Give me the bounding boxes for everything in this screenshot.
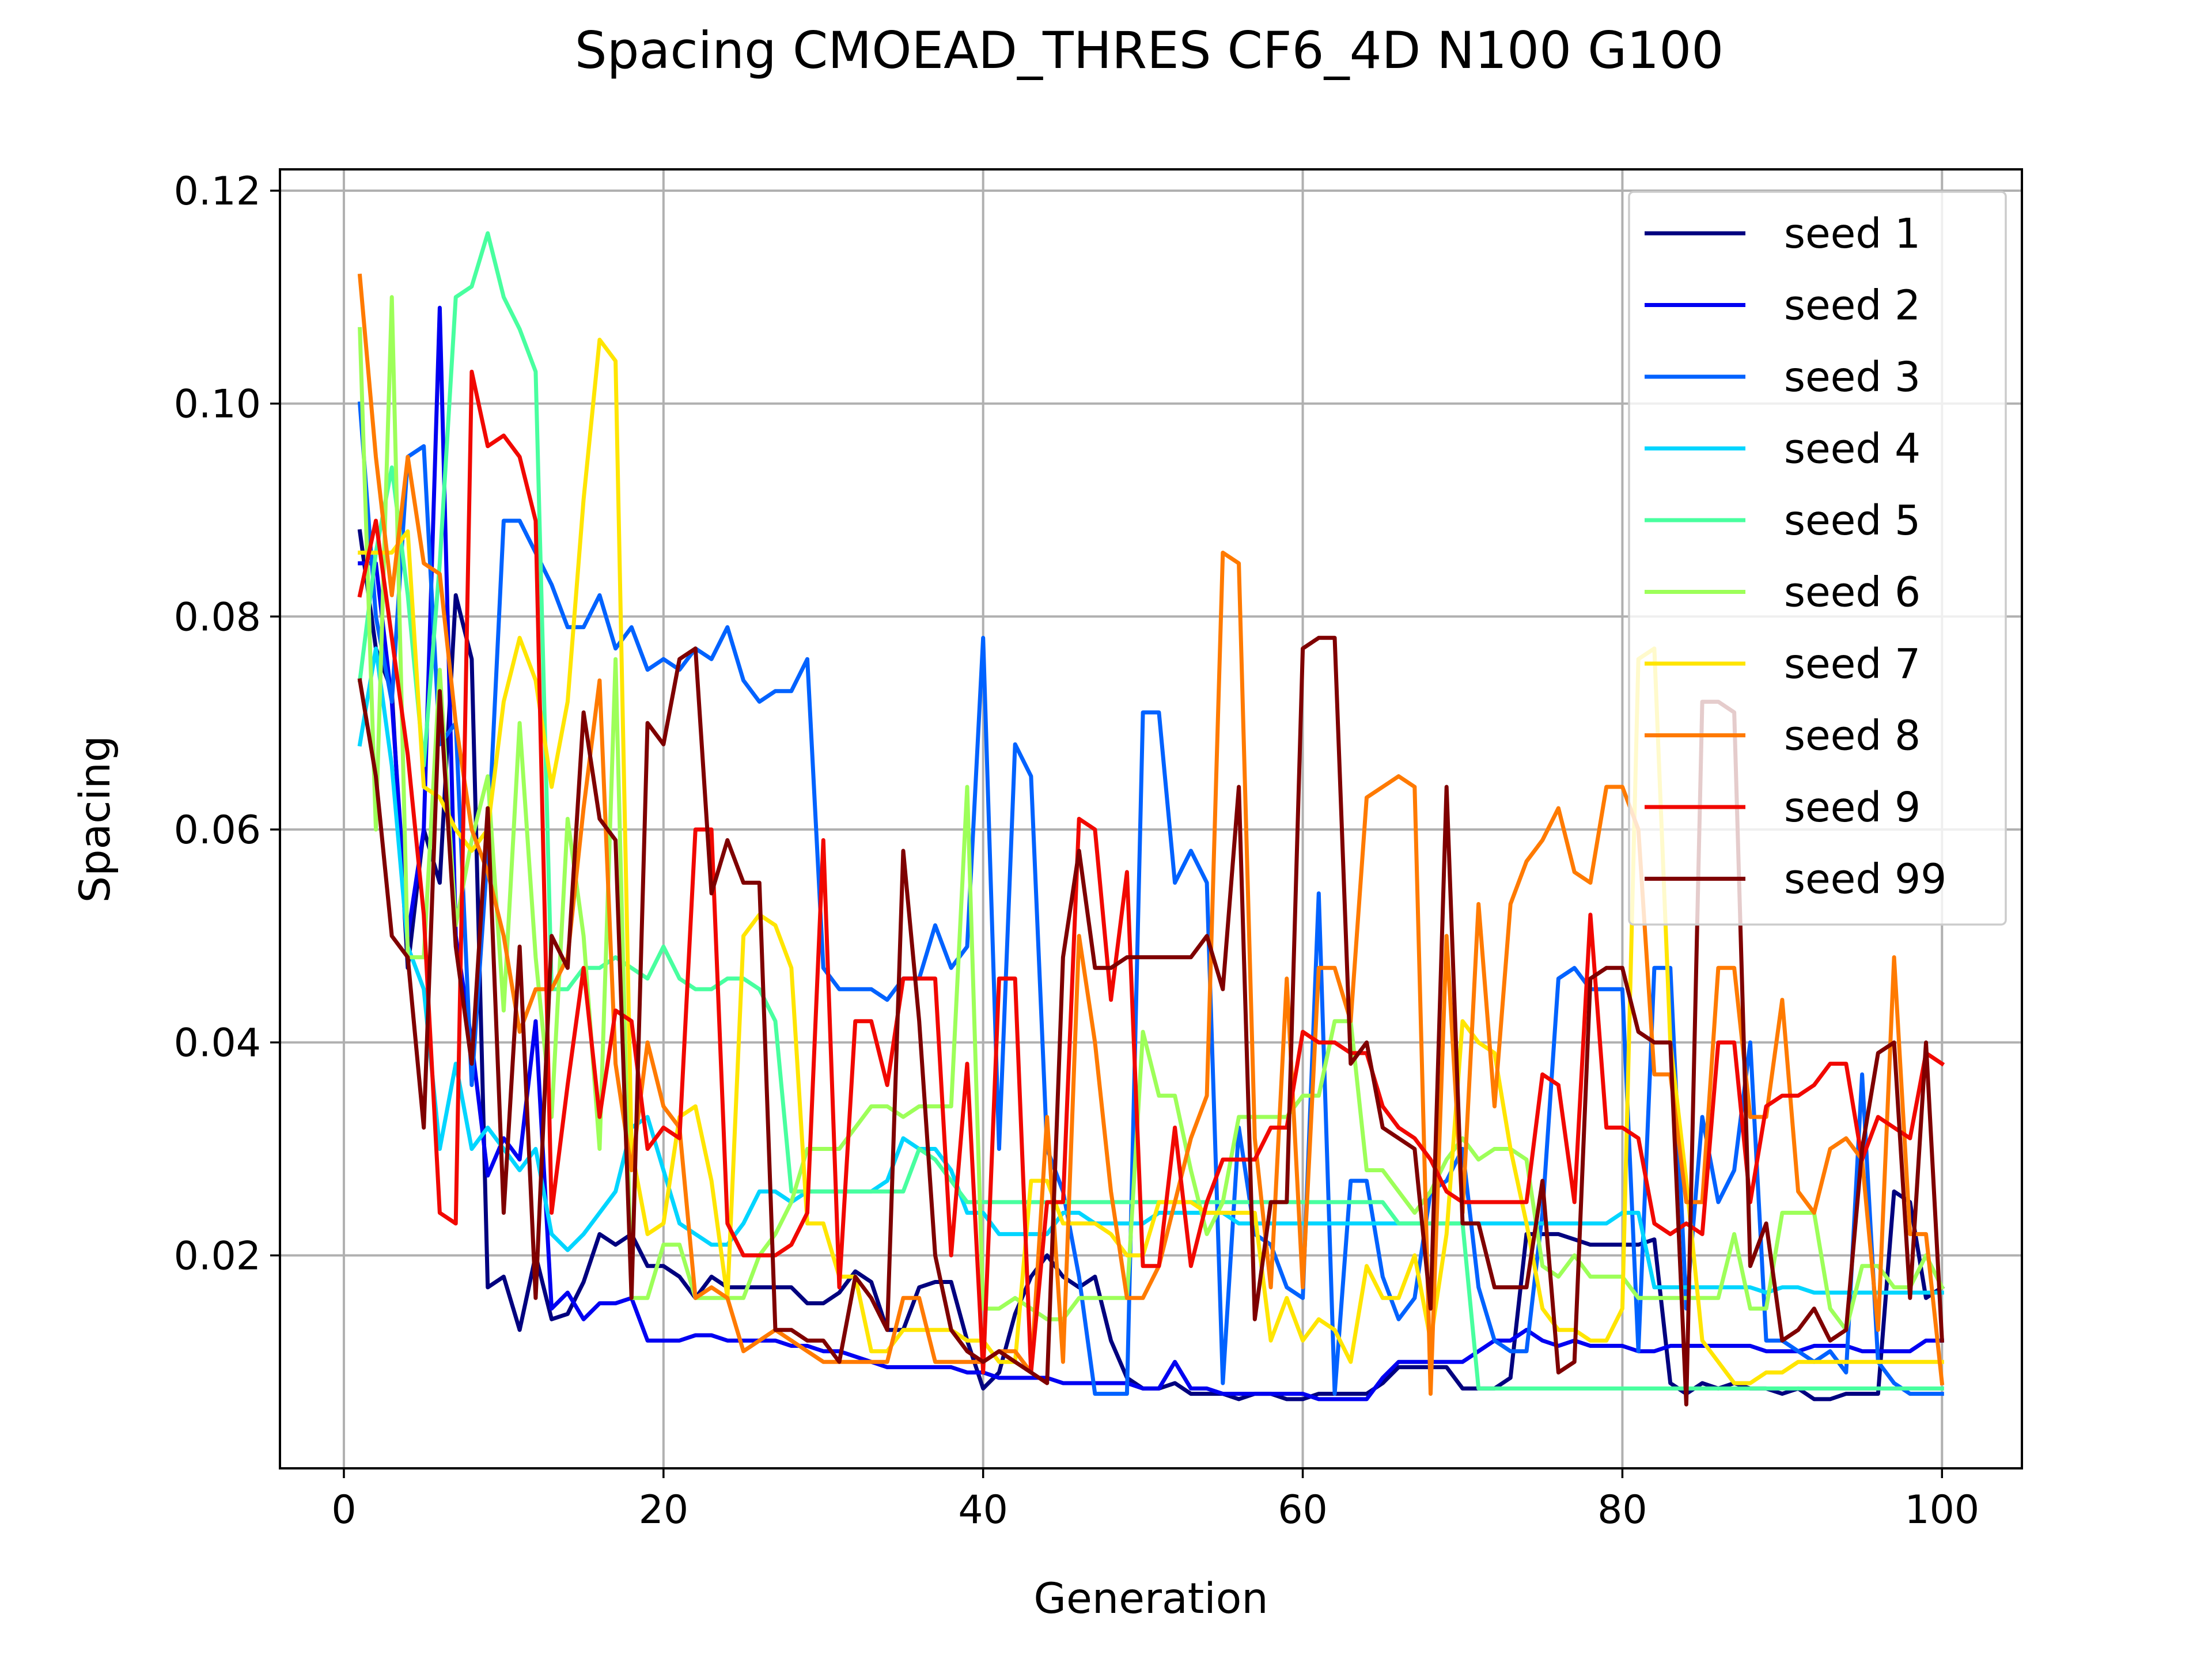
y-axis-ticks: 0.02 0.04 0.06 0.08 0.10 0.12 xyxy=(174,169,280,1279)
series-line-seed-6 xyxy=(358,295,1945,1332)
y-tick-label: 0.02 xyxy=(174,1233,261,1279)
plot-frame xyxy=(279,168,2023,1469)
legend-label: seed 5 xyxy=(1784,497,1921,544)
legend-label: seed 99 xyxy=(1784,855,1946,903)
legend-label: seed 2 xyxy=(1784,282,1921,329)
legend-label: seed 3 xyxy=(1784,353,1921,401)
legend-label: seed 7 xyxy=(1784,640,1921,688)
x-tick-label: 80 xyxy=(1597,1487,1647,1533)
x-axis-label: Generation xyxy=(1033,1574,1268,1623)
series-line-seed-4 xyxy=(357,646,1944,1295)
series-line-seed-2 xyxy=(358,305,1944,1402)
y-tick-label: 0.12 xyxy=(174,169,261,214)
x-tick-label: 40 xyxy=(958,1487,1008,1533)
legend-label: seed 8 xyxy=(1784,712,1921,760)
y-axis-label: Spacing xyxy=(71,736,120,903)
x-tick-label: 20 xyxy=(639,1487,689,1533)
legend: seed 1 seed 2 seed 3 seed 4 seed 5 seed 6 seed… xyxy=(1628,191,2007,926)
y-tick-label: 0.10 xyxy=(174,382,261,427)
series-line-seed-7 xyxy=(358,338,1944,1385)
series-line-seed-99 xyxy=(357,635,1944,1407)
y-tick-label: 0.06 xyxy=(174,808,261,853)
series-layer xyxy=(357,231,1945,1407)
legend-label: seed 1 xyxy=(1784,210,1921,257)
legend-label: seed 4 xyxy=(1784,425,1921,473)
x-tick-label: 0 xyxy=(331,1487,356,1533)
y-tick-label: 0.04 xyxy=(174,1021,261,1066)
x-tick-label: 60 xyxy=(1278,1487,1328,1533)
chart-title: Spacing CMOEAD_THRES CF6_4D N100 G100 xyxy=(575,21,1724,80)
x-tick-label: 100 xyxy=(1904,1487,1979,1533)
y-tick-label: 0.08 xyxy=(174,594,261,640)
legend-label: seed 9 xyxy=(1784,783,1921,831)
x-axis-ticks: 0 20 40 60 80 100 xyxy=(331,1468,1979,1533)
legend-label: seed 6 xyxy=(1784,569,1921,616)
